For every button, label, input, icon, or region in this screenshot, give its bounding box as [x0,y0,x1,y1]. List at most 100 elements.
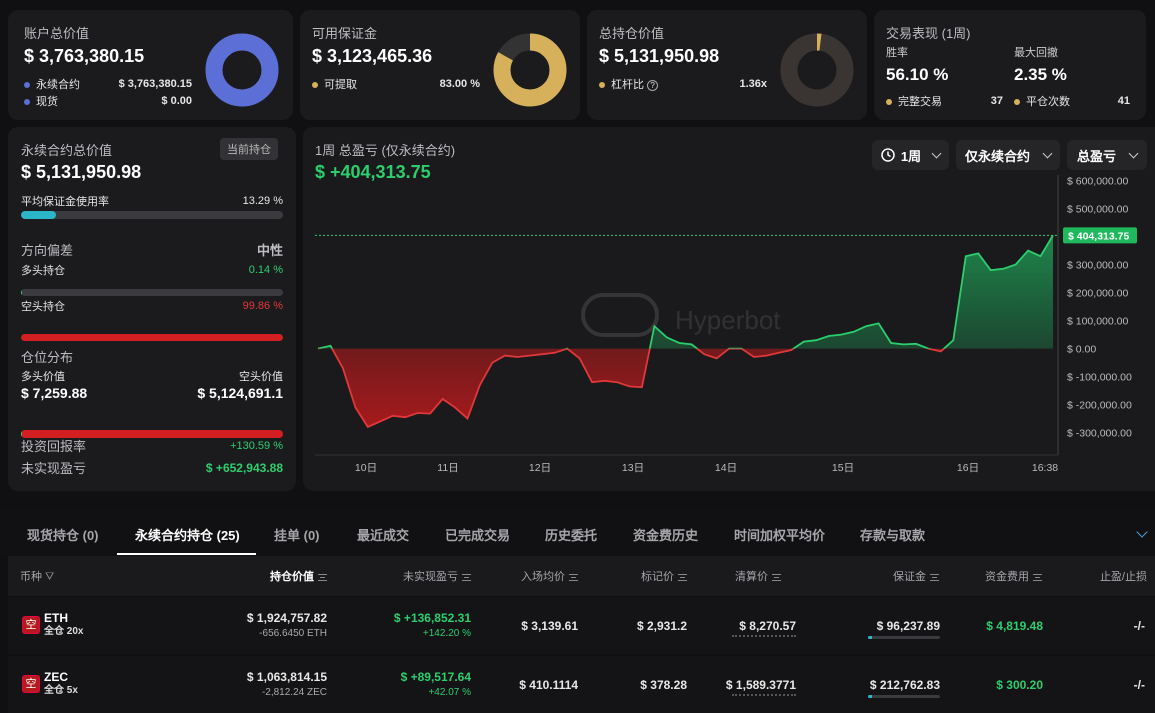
margin-mode: 全仓 20x [44,626,84,637]
col-header-0[interactable]: 币种 ⛛ [20,571,55,583]
tab-1[interactable]: 永续合约持仓 (25) [135,528,240,543]
y-tick-label: $ 600,000.00 [1067,176,1128,188]
long-pct: 0.14 % [248,264,283,276]
bias-value: 中性 [256,243,283,258]
long-row: 多头持仓 0.14 % [21,262,283,278]
dot-icon [312,82,318,89]
pnl-chart: Hyperbot $ 600,000.00$ 500,000.00$ 400,0… [315,175,1137,474]
margin-usage-value: 13.29 % [242,195,283,207]
tpsl-cell: -/- [1133,619,1145,633]
sort-icon[interactable] [462,573,471,581]
margin-mode: 全仓 5x [44,685,78,696]
filter-icon[interactable]: ⛛ [42,571,55,583]
tab-8[interactable]: 存款与取款 [860,528,926,543]
performance-card: 交易表现 (1周) 胜率 56.10 % 最大回撤 2.35 % 完整交易 37… [874,10,1146,120]
scope-label: 仅永续合约 [964,148,1030,164]
perp-panel: 永续合约总价值 当前持仓 $ 5,131,950.98 平均保证金使用率 13.… [8,127,296,491]
sort-icon[interactable] [1033,573,1042,581]
table-row[interactable] [8,597,1155,654]
table-row[interactable] [8,656,1155,713]
perp-row: 永续合约 $ 3,763,380.15 [24,76,192,92]
col-header-6[interactable]: 保证金 [893,568,939,584]
liq-underline [732,635,796,637]
position-value-cell: $ 1,924,757.82 -656.6450 ETH [246,611,327,639]
bias-label: 方向偏差 [21,243,74,258]
current-position-badge[interactable]: 当前持仓 [220,138,278,160]
tpsl-cell: -/- [1133,678,1145,692]
funding-cell: $ 300.20 [996,678,1043,692]
period-dropdown[interactable]: 1周 [872,140,949,170]
spot-label: 现货 [36,96,58,108]
short-bar [21,334,283,341]
position-value-cell: $ 1,063,814.15 -2,812.24 ZEC [246,670,327,698]
tab-2[interactable]: 挂单 (0) [274,528,320,543]
y-tick-label: $ 0.00 [1067,344,1096,356]
leverage-label: 杠杆比 [611,79,644,91]
y-tick-label: $ 500,000.00 [1067,204,1128,216]
metric-dropdown[interactable]: 总盈亏 [1067,140,1147,170]
long-bar [21,289,283,296]
sort-icon[interactable] [318,573,327,581]
long-value: $ 7,259.88 [21,385,88,401]
margin-cell: $ 96,237.89 [876,619,940,633]
help-icon[interactable]: ? [647,79,659,91]
sort-icon[interactable] [569,573,578,581]
close-value: 41 [1117,95,1130,107]
upnl-label: 未实现盈亏 [21,461,87,476]
long-label: 多头持仓 [21,265,65,277]
dot-icon [1014,99,1020,106]
tab-6[interactable]: 资金费历史 [633,528,699,543]
withdraw-row: 可提取 83.00 % [312,76,480,92]
chevron-down-icon [1128,148,1139,158]
tab-0[interactable]: 现货持仓 (0) [27,528,99,543]
scope-dropdown[interactable]: 仅永续合约 [956,140,1060,170]
sort-icon[interactable] [772,573,781,581]
margin-usage-label: 平均保证金使用率 [21,196,109,208]
y-tick-label: $ 200,000.00 [1067,288,1128,300]
completed-value: 37 [990,95,1003,107]
y-tick-label: $ -300,000.00 [1067,428,1132,440]
sort-icon[interactable] [930,573,939,581]
mark-price-cell: $ 2,931.2 [636,619,687,633]
x-tick-label: 15日 [832,462,854,474]
dot-icon [24,99,30,106]
col-header-8[interactable]: 止盈/止损 [1099,571,1147,583]
coin-symbol: ZEC [44,670,68,684]
dot-icon [599,82,605,89]
short-label: 空头持仓 [21,301,65,313]
dist-values: $ 7,259.88 $ 5,124,691.1 [21,385,283,401]
col-header-3[interactable]: 入场均价 [521,568,578,584]
x-tick-label: 10日 [355,462,377,474]
chart-total-pnl: $ +404,313.75 [315,162,431,182]
sort-icon[interactable] [678,573,687,581]
tab-7[interactable]: 时间加权平均价 [734,528,826,543]
col-header-7[interactable]: 资金费用 [985,568,1042,584]
col-header-1[interactable]: 持仓价值 [270,568,327,584]
metric-label: 总盈亏 [1076,148,1116,164]
tab-4[interactable]: 已完成交易 [445,528,511,543]
dd-label: 最大回撤 [1014,47,1058,59]
col-header-5[interactable]: 清算价 [735,568,781,584]
upnl-value: $ +652,943.88 [205,460,283,475]
holding-donut [780,33,854,107]
short-side-badge: 空 [22,675,40,693]
mark-price-cell: $ 378.28 [640,678,687,692]
dot-icon [24,82,30,89]
tab-5[interactable]: 历史委托 [545,528,598,543]
account-value-title: 账户总价值 [24,26,90,41]
short-row: 空头持仓 99.86 % [21,298,283,314]
funding-cell: $ 4,819.48 [986,619,1043,633]
withdraw-pct: 83.00 % [439,78,480,90]
col-header-4[interactable]: 标记价 [641,568,687,584]
spot-value: $ 0.00 [161,95,192,107]
upnl-row: 未实现盈亏 $ +652,943.88 [21,458,283,477]
y-tick-label: $ -200,000.00 [1067,400,1132,412]
liq-underline [732,694,796,696]
coin-cell[interactable]: ZEC 全仓 5x [44,670,78,698]
entry-price-cell: $ 410.1114 [519,678,578,692]
dist-bar [21,430,283,438]
coin-cell[interactable]: ETH 全仓 20x [44,611,83,639]
margin-title: 可用保证金 [312,26,378,41]
tab-3[interactable]: 最近成交 [357,528,410,543]
col-header-2[interactable]: 未实现盈亏 [403,568,471,584]
